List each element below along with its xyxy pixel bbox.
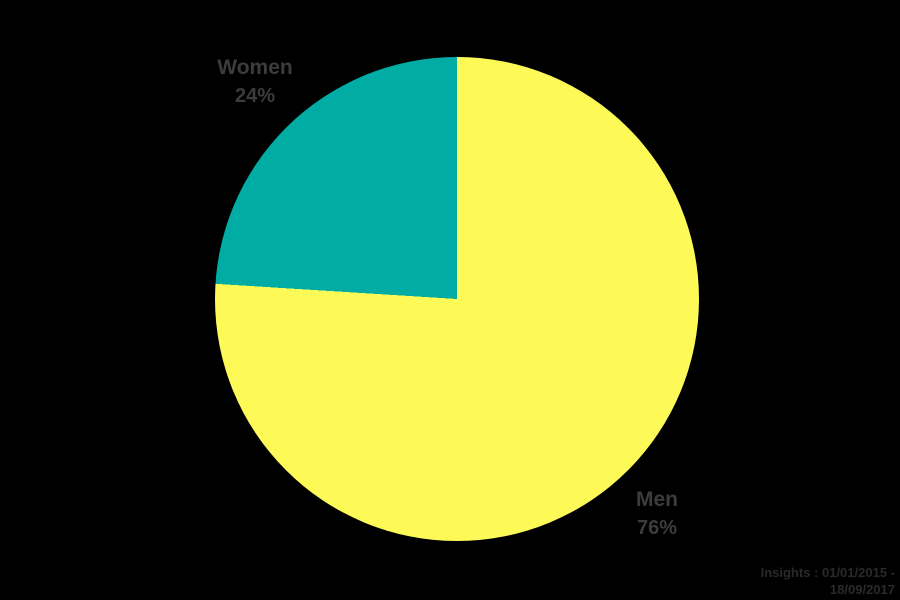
pie-label-women-name: Women [217,56,293,79]
pie-label-women: Women 24% [165,54,345,110]
watermark-line1: Insights : 01/01/2015 - [760,565,895,580]
pie-label-men-percent: 76% [636,517,678,539]
pie-chart [215,57,699,541]
watermark-line2: 18/09/2017 [829,582,895,597]
insights-date-range-watermark: Insights : 01/01/2015 - 18/09/2017 [761,564,895,598]
pie-label-men-name: Men [636,488,678,511]
pie-label-men: Men 76% [567,486,747,542]
pie-label-women-percent: 24% [234,85,276,107]
